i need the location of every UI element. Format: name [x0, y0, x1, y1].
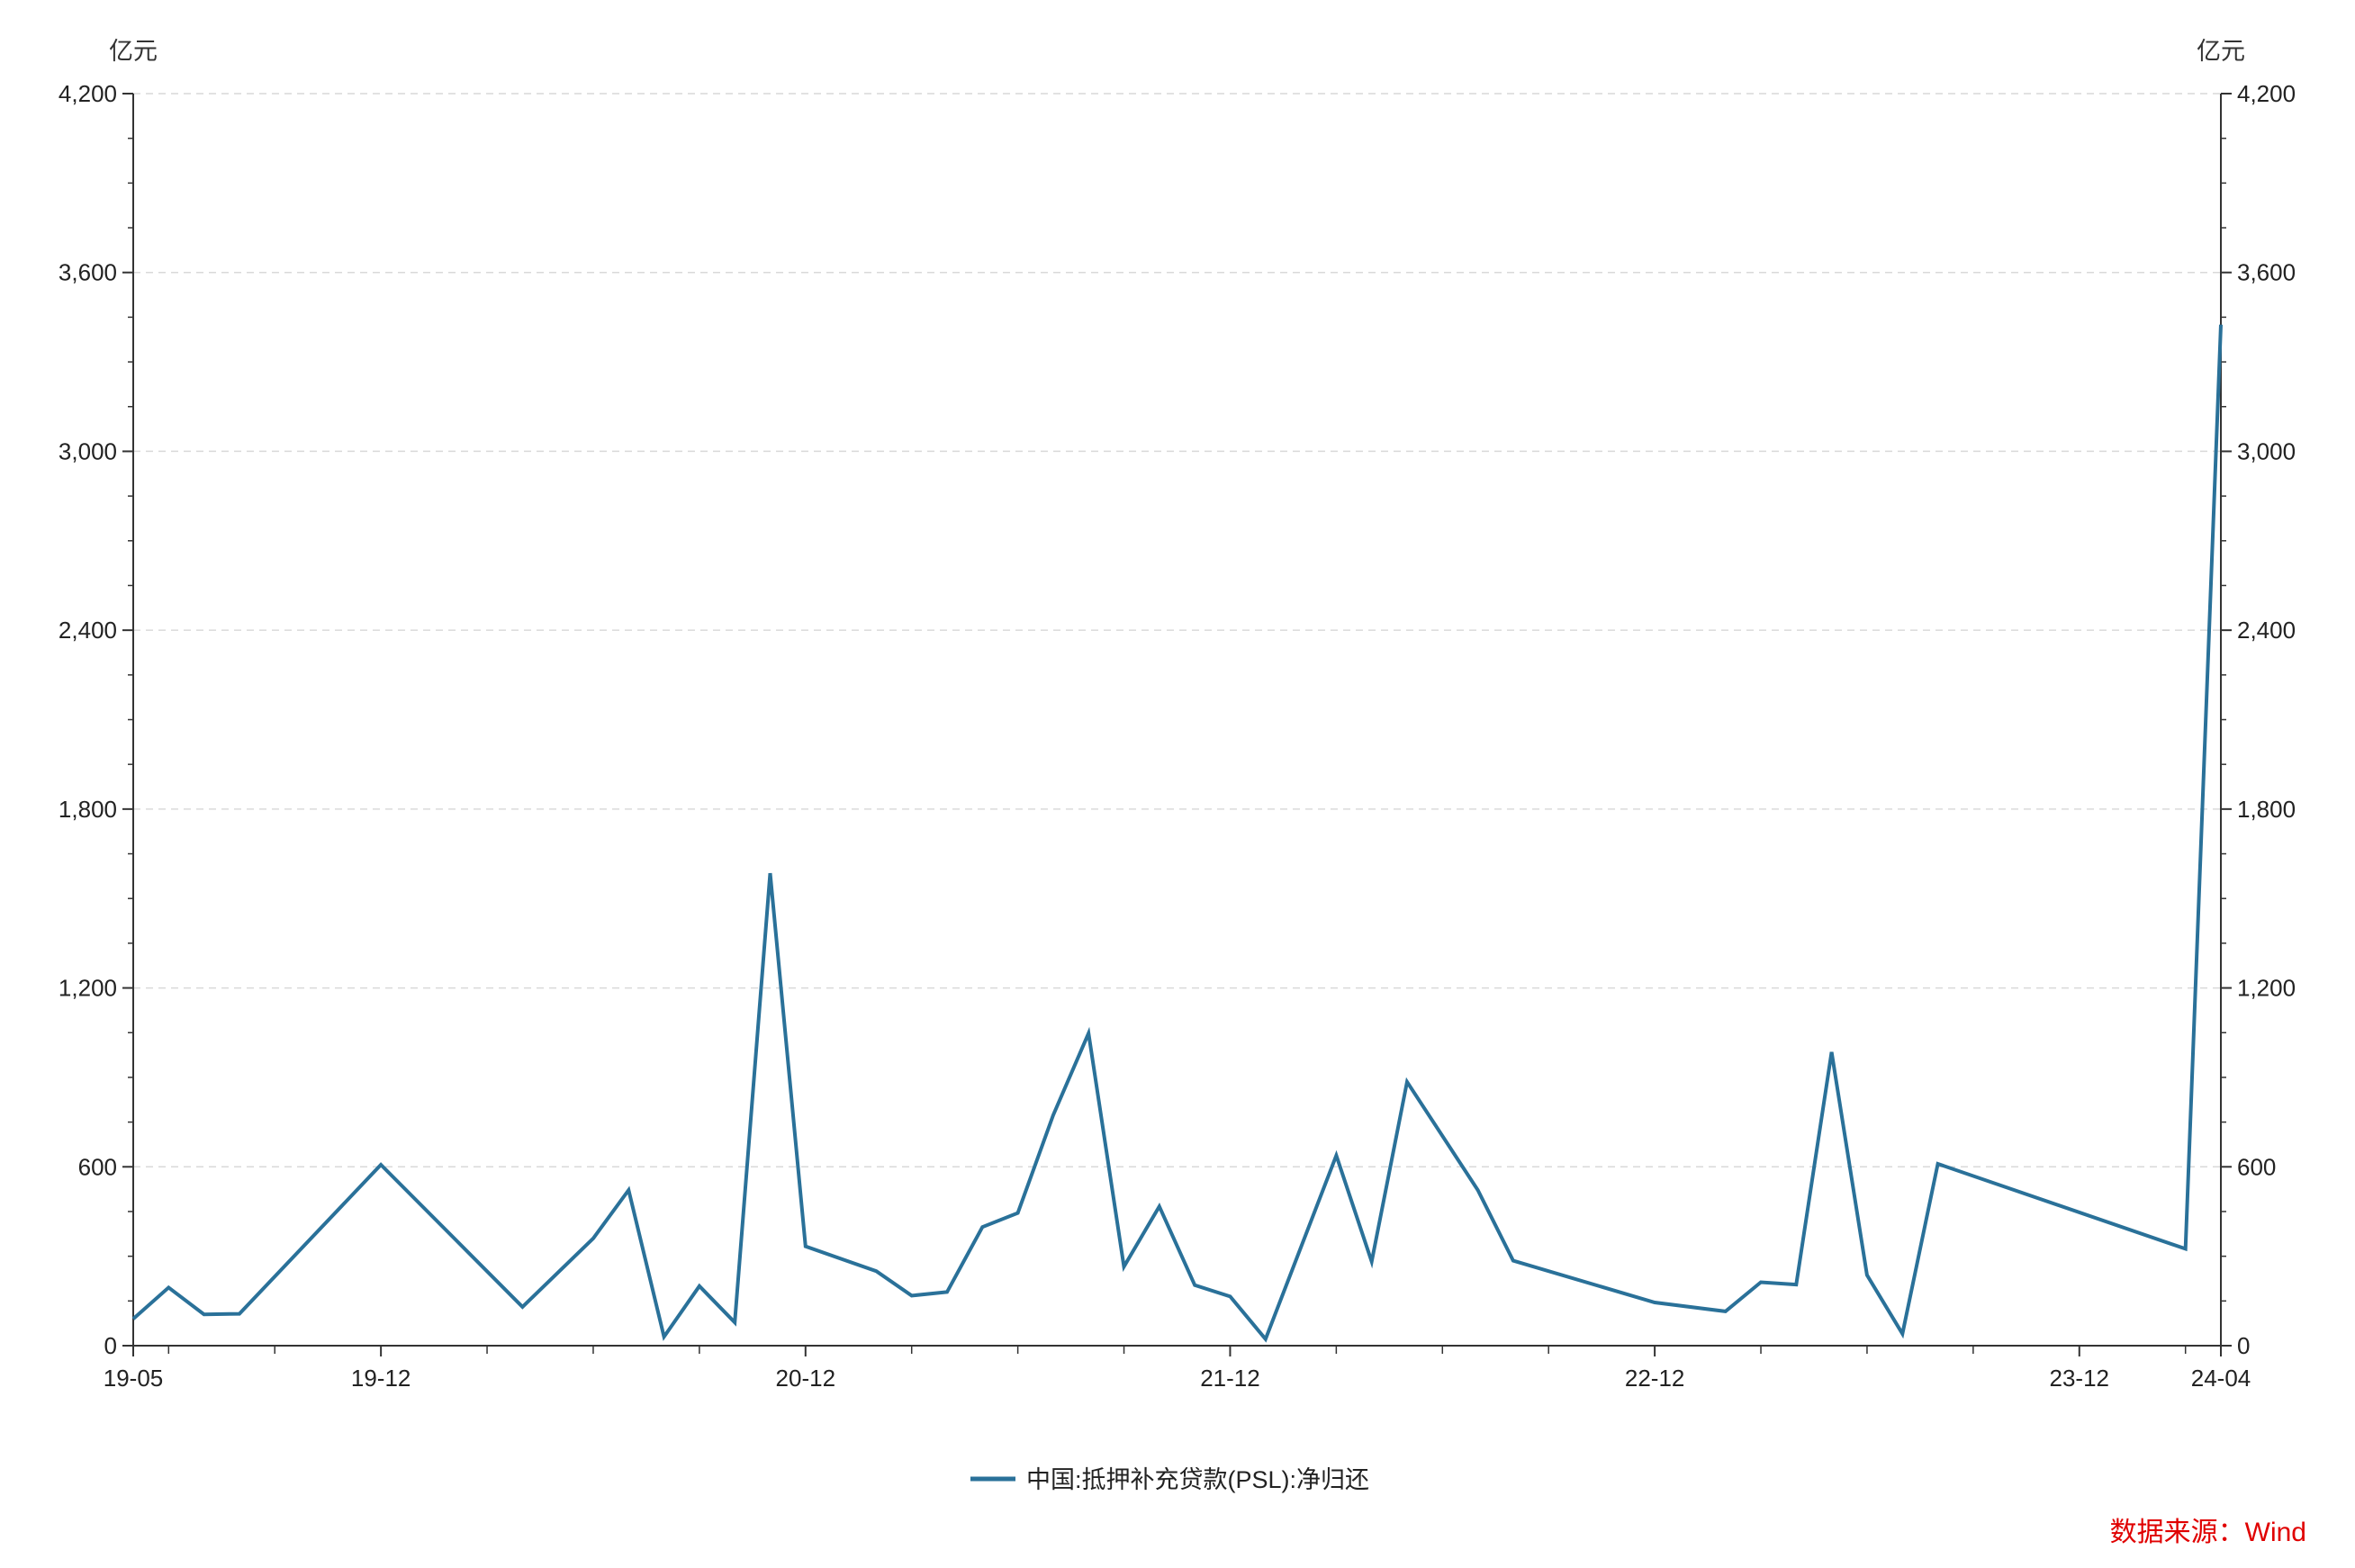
y-tick-label-right: 4,200 — [2237, 80, 2296, 107]
x-axis: 19-05 19-12 20-12 21-12 22-12 23-12 24-04 — [104, 1345, 2251, 1392]
legend: 中国:抵押补充贷款(PSL):净归还 — [970, 1466, 1369, 1493]
y-tick-label-right: 1,800 — [2237, 796, 2296, 823]
right-y-axis: 亿元 0 600 1,200 1,800 2,400 3,000 3,600 4,200 — [2197, 38, 2296, 1359]
series-line — [131, 324, 2223, 1343]
x-tick-label: 21-12 — [1200, 1365, 1260, 1392]
y-tick-label-left: 0 — [104, 1332, 117, 1359]
y-tick-label-left: 1,800 — [59, 796, 117, 823]
y-tick-label-left: 1,200 — [59, 975, 117, 1002]
y-tick-label-right: 600 — [2237, 1153, 2276, 1180]
x-tick-label: 20-12 — [776, 1365, 836, 1392]
y-tick-label-left: 2,400 — [59, 617, 117, 644]
gridlines — [133, 93, 2221, 1168]
y-tick-label-right: 3,000 — [2237, 437, 2296, 464]
y-tick-label-left: 3,000 — [59, 437, 117, 464]
x-tick-label: 22-12 — [1625, 1365, 1685, 1392]
y-tick-label-right: 2,400 — [2237, 617, 2296, 644]
x-tick-label: 19-05 — [104, 1365, 164, 1392]
left-y-axis: 亿元 0 600 1,200 1,800 2,400 3,000 3,600 4,200 — [59, 38, 158, 1359]
source-note: 数据来源：Wind — [2110, 1518, 2306, 1547]
x-tick-label: 23-12 — [2050, 1365, 2110, 1392]
y-tick-label-right: 1,200 — [2237, 975, 2296, 1002]
y-tick-label-left: 600 — [78, 1153, 117, 1180]
y-tick-label-right: 3,600 — [2237, 259, 2296, 286]
y-tick-label-left: 4,200 — [59, 80, 117, 107]
x-tick-label: 19-12 — [351, 1365, 411, 1392]
series-group — [131, 324, 2223, 1343]
left-y-axis-unit: 亿元 — [109, 38, 158, 65]
legend-label: 中国:抵押补充贷款(PSL):净归还 — [1026, 1466, 1369, 1493]
right-y-axis-unit: 亿元 — [2197, 38, 2245, 65]
y-tick-label-right: 0 — [2237, 1332, 2250, 1359]
y-tick-label-left: 3,600 — [59, 259, 117, 286]
x-tick-label: 24-04 — [2191, 1365, 2251, 1392]
